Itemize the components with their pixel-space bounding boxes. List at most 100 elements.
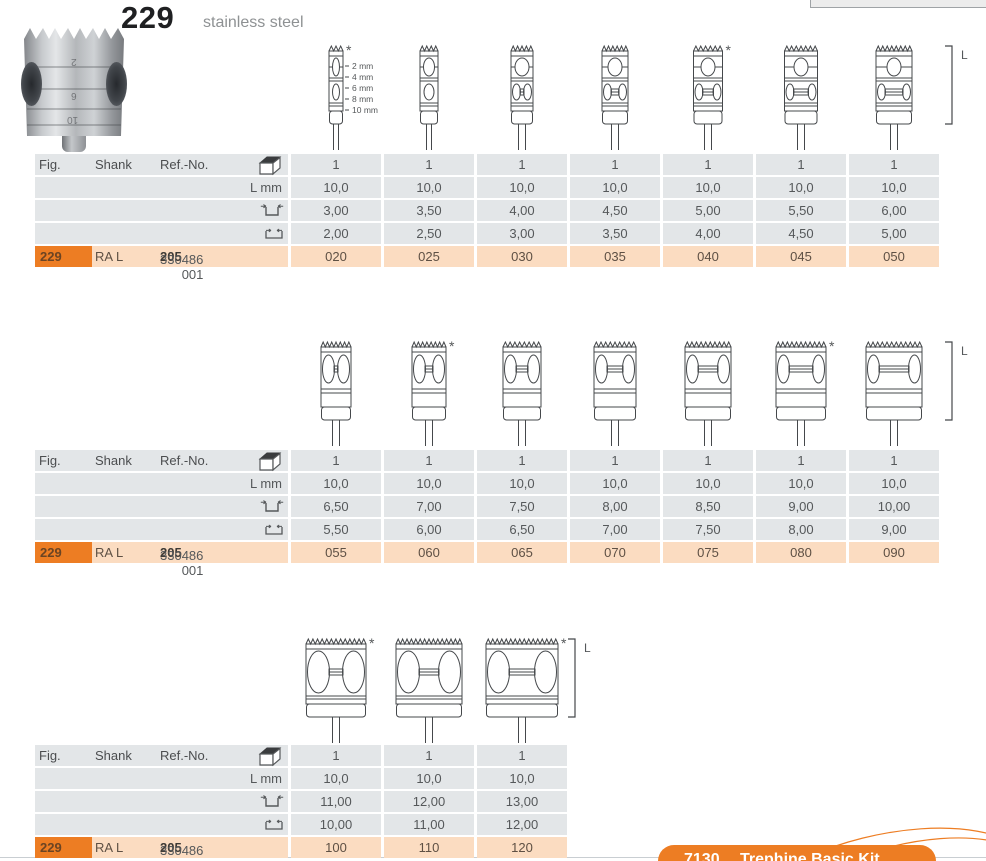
row-label-cell: L mm (35, 473, 288, 494)
bur-drawing (875, 44, 913, 150)
photo-groove-line (27, 124, 121, 126)
outer-diameter-cell: 11,00 (291, 791, 381, 812)
photo-groove-line (27, 88, 121, 90)
packaging-count-cell: 1 (384, 154, 474, 175)
asterisk: * (726, 42, 732, 58)
inner-diameter-cell: 9,00 (849, 519, 939, 540)
inner-diameter-cell: 2,00 (291, 223, 381, 244)
page-title: 229 (121, 0, 175, 35)
row-label-cell: L mm (35, 768, 288, 789)
inner-diameter-cell: 5,00 (849, 223, 939, 244)
bur-drawing (601, 44, 629, 150)
column-header-fig: Fig. (39, 748, 61, 763)
shank-code: RA L (95, 249, 124, 264)
photo-side-window (106, 62, 127, 106)
length-mm-cell: 10,0 (477, 473, 567, 494)
inner-diameter-cell: 6,00 (384, 519, 474, 540)
inner-diameter-cell: 4,00 (663, 223, 753, 244)
outer-diameter-cell: 6,50 (291, 496, 381, 517)
fig-number: 229 (40, 840, 62, 855)
bur-drawing (865, 340, 923, 446)
column-header-shank: Shank (95, 157, 132, 172)
inner-diameter-cell: 5,50 (291, 519, 381, 540)
packaging-count-cell: 1 (570, 154, 660, 175)
length-bracket: L (568, 638, 591, 718)
fig-number-chip: 229 (35, 542, 92, 563)
outer-diameter-cell: 3,00 (291, 200, 381, 221)
bur-drawing (502, 340, 542, 446)
inner-diameter-cell: 4,50 (756, 223, 846, 244)
bur-drawing: * (775, 338, 835, 446)
length-mm-cell: 10,0 (663, 473, 753, 494)
inner-diameter-cell: 11,00 (384, 814, 474, 835)
kit-code: 7130 (684, 851, 720, 861)
depth-scale-label: 4 mm (352, 72, 373, 82)
bur-drawing: * (411, 338, 455, 446)
bur-drawings-row: * * L (305, 635, 591, 743)
column-header-ref: Ref.-No. (160, 748, 209, 763)
fig-number-chip: 229 (35, 246, 92, 267)
ref-number: 330 205 486 001 (160, 840, 203, 861)
row-label-cell (35, 200, 288, 221)
fig-number: 229 (40, 545, 62, 560)
length-mm-cell: 10,0 (384, 177, 474, 198)
size-cell: 020 (291, 246, 381, 267)
outer-diameter-cell: 4,00 (477, 200, 567, 221)
depth-scale-label: 2 mm (352, 61, 373, 71)
row-label-cell (35, 791, 288, 812)
fig-row-label-cell: 229 RA L 330 205 486 001 (35, 246, 288, 282)
outer-diameter-cell: 5,50 (756, 200, 846, 221)
bur-drawing (593, 340, 637, 446)
size-cell: 035 (570, 246, 660, 267)
length-mm-cell: 10,0 (570, 473, 660, 494)
shank-code: RA L (95, 840, 124, 855)
row-label-cell (35, 814, 288, 835)
ref-number: 330 205 486 001 (160, 545, 203, 578)
packaging-count-cell: 1 (849, 154, 939, 175)
outer-diameter-cell: 7,50 (477, 496, 567, 517)
outer-diameter-cell: 6,00 (849, 200, 939, 221)
depth-scale-label: 6 mm (352, 83, 373, 93)
inner-diameter-cell: 8,00 (756, 519, 846, 540)
asterisk: * (561, 635, 567, 651)
length-mm-cell: 10,0 (384, 768, 474, 789)
bur-drawing (510, 44, 534, 150)
ref-prefix: 330 (160, 252, 182, 267)
inner-diameter-cell: 3,00 (477, 223, 567, 244)
ref-bold: 205 (160, 545, 182, 560)
size-cell: 110 (384, 837, 474, 858)
photo-groove-line (27, 66, 121, 68)
inner-diameter-cell: 12,00 (477, 814, 567, 835)
depth-scale-label: 10 mm (352, 105, 378, 115)
size-cell: 090 (849, 542, 939, 563)
length-bracket: L (945, 341, 968, 421)
photo-side-window (21, 62, 42, 106)
ref-bold: 205 (160, 249, 182, 264)
head-outer-width-icon (260, 500, 284, 512)
depth-marking: 10 (67, 114, 79, 125)
length-mm-cell: 10,0 (291, 177, 381, 198)
asterisk: * (369, 635, 375, 651)
packaging-count-cell: 1 (291, 450, 381, 471)
outer-diameter-cell: 7,00 (384, 496, 474, 517)
depth-marking: 2 (71, 56, 77, 67)
ref-number: 330 205 486 001 (160, 249, 203, 282)
package-icon (258, 452, 282, 472)
outer-diameter-cell: 3,50 (384, 200, 474, 221)
outer-diameter-cell: 8,00 (570, 496, 660, 517)
bur-drawings-row: * * L (320, 338, 968, 446)
asterisk: * (829, 338, 835, 354)
size-cell: 060 (384, 542, 474, 563)
row-label-cell (35, 223, 288, 244)
ref-suffix: 486 001 (181, 548, 204, 578)
bur-drawing (320, 340, 352, 446)
trephine-kit-banner: 7130 Trephine Basic Kit (658, 845, 936, 861)
length-mm-cell: 10,0 (384, 473, 474, 494)
bur-drawing (684, 340, 732, 446)
length-mm-cell: 10,0 (849, 177, 939, 198)
depth-marking: 6 (71, 90, 77, 101)
fig-row-label-cell: 229 RA L 330 205 486 001 (35, 837, 288, 861)
